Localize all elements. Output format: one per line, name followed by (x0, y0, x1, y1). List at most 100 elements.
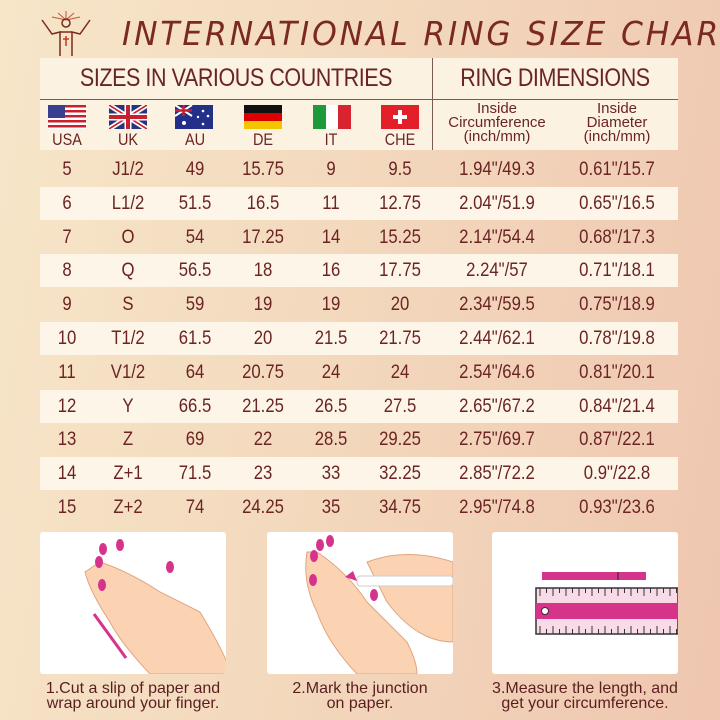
table-row: 14 Z+1 71.5 23 33 32.25 2.85"/72.2 0.9"/22.8 (40, 457, 678, 491)
label-line: (inch/mm) (463, 128, 531, 145)
table-cell: 21.25 (242, 395, 284, 417)
table-cell: 2.44"/62.1 (459, 328, 535, 349)
country-label-uk: UK (117, 130, 139, 149)
table-cell: 19 (321, 294, 341, 316)
table-cell: 2.54"/64.6 (459, 361, 535, 383)
table-cell: 9 (326, 159, 336, 180)
diameter-label: Inside Diameter (inch/mm) (552, 100, 682, 144)
table-row: 15 Z+2 74 24.25 35 34.75 2.95"/74.8 0.93"/23.6 (40, 491, 678, 524)
step-3-illustration (492, 532, 678, 674)
divider (432, 58, 433, 150)
table-cell: 69 (185, 429, 205, 451)
label-line: Circumference (448, 114, 546, 131)
table-cell: Y (122, 395, 134, 417)
logo-icon (41, 11, 91, 56)
table-cell: 0.9"/22.8 (583, 463, 651, 485)
country-label-usa: USA (52, 130, 82, 149)
dimensions-heading: RING DIMENSIONS (460, 64, 650, 92)
table-cell: 29.25 (379, 429, 421, 451)
table-row: 6 L1/2 51.5 16.5 11 12.75 2.04"/51.9 0.65"/16.5 (40, 186, 678, 220)
table-cell: 9.5 (388, 159, 412, 180)
table-cell: 21.75 (379, 328, 421, 349)
table-row: 12 Y 66.5 21.25 26.5 27.5 2.65"/67.2 0.84"/21.4 (40, 389, 678, 423)
step-3-caption: 3.Measure the length, and get your circum… (470, 680, 700, 712)
table-cell: 1.94"/49.3 (459, 159, 535, 180)
table-cell: 74 (185, 497, 205, 518)
table-cell: 2.65"/67.2 (459, 395, 535, 417)
table-cell: 17.75 (379, 260, 421, 282)
table-cell: 0.87"/22.1 (579, 429, 655, 451)
table-cell: 0.61"/15.7 (579, 159, 655, 180)
step-1-caption: 1.Cut a slip of paper and wrap around you… (18, 681, 248, 712)
circumference-label: Inside Circumference (inch/mm) (432, 100, 562, 145)
table-cell: 2.14"/54.4 (459, 226, 535, 248)
hand-wrap-icon (84, 539, 226, 674)
table-cell: 15.25 (379, 226, 421, 248)
step-2-illustration (267, 532, 453, 674)
table-cell: 12.75 (379, 192, 421, 214)
table-cell: 0.78"/19.8 (579, 328, 655, 349)
table-cell: 8 (62, 260, 72, 282)
table-cell: Q (121, 260, 135, 282)
caption-line: 3.Measure the length, and (492, 680, 678, 697)
table-cell: 2.95"/74.8 (459, 497, 535, 518)
table-cell: Z+1 (113, 463, 143, 485)
table-cell: 16 (321, 260, 341, 282)
table-cell: 14 (57, 463, 77, 485)
flag-italy-icon (313, 105, 351, 129)
table-cell: 26.5 (314, 395, 348, 417)
table-cell: 20.75 (242, 361, 284, 383)
table-cell: 51.5 (178, 192, 212, 214)
table-row: 9 S 59 19 19 20 2.34"/59.5 0.75"/18.9 (40, 288, 678, 321)
table-cell: 24 (321, 361, 341, 383)
label-line: Inside (596, 100, 638, 117)
table-cell: 11 (58, 361, 76, 383)
divider (40, 99, 678, 100)
flag-switzerland-icon (381, 105, 419, 129)
table-cell: 56.5 (178, 260, 212, 282)
table-cell: 0.93"/23.6 (579, 497, 655, 518)
country-label-che: CHE (384, 130, 416, 149)
table-cell: 2.04"/51.9 (459, 192, 535, 214)
table-cell: 2.24"/57 (466, 260, 528, 282)
step-2-caption: 2.Mark the junction on paper. (245, 680, 475, 712)
table-cell: 2.75"/69.7 (459, 429, 535, 451)
table-cell: 23 (253, 463, 273, 485)
label-line: Inside (476, 100, 518, 117)
table-cell: 20 (390, 294, 410, 316)
table-cell: 14 (321, 226, 341, 248)
table-cell: Z+2 (113, 497, 143, 518)
flag-australia-icon (175, 105, 213, 129)
flag-uk-icon (109, 105, 147, 129)
table-cell: 13 (57, 429, 77, 451)
table-cell: Z (122, 429, 134, 451)
table-cell: L1/2 (111, 192, 145, 214)
table-cell: 27.5 (383, 395, 417, 417)
table-cell: 71.5 (178, 463, 212, 485)
table-cell: 7 (62, 226, 72, 248)
table-row: 13 Z 69 22 28.5 29.25 2.75"/69.7 0.87"/22.1 (40, 423, 678, 456)
table-cell: 0.71"/18.1 (579, 260, 655, 282)
table-row: 10 T1/2 61.5 20 21.5 21.75 2.44"/62.1 0.78"/19.… (40, 322, 678, 355)
table-cell: 24 (390, 361, 410, 383)
table-cell: 61.5 (178, 328, 212, 349)
table-cell: 18 (253, 260, 273, 282)
country-label-it: IT (324, 130, 338, 149)
table-cell: 59 (185, 294, 205, 316)
table-cell: O (121, 226, 135, 248)
caption-line: 2.Mark the junction (292, 680, 428, 697)
hand-mark-icon (305, 535, 453, 674)
table-cell: 22 (253, 429, 273, 451)
table-cell: 6 (62, 192, 72, 214)
table-cell: 0.65"/16.5 (579, 192, 655, 214)
table-cell: 5 (62, 159, 72, 180)
caption-line: get your circumference. (501, 695, 669, 712)
caption-line: on paper. (326, 695, 394, 712)
table-cell: 15.75 (242, 159, 284, 180)
country-label-au: AU (184, 130, 206, 149)
table-cell: 24.25 (242, 497, 284, 518)
table-cell: 16.5 (246, 192, 280, 214)
table-row: 8 Q 56.5 18 16 17.75 2.24"/57 0.71"/18.1 (40, 254, 678, 288)
table-cell: 0.75"/18.9 (579, 294, 655, 316)
table-cell: 28.5 (314, 429, 348, 451)
